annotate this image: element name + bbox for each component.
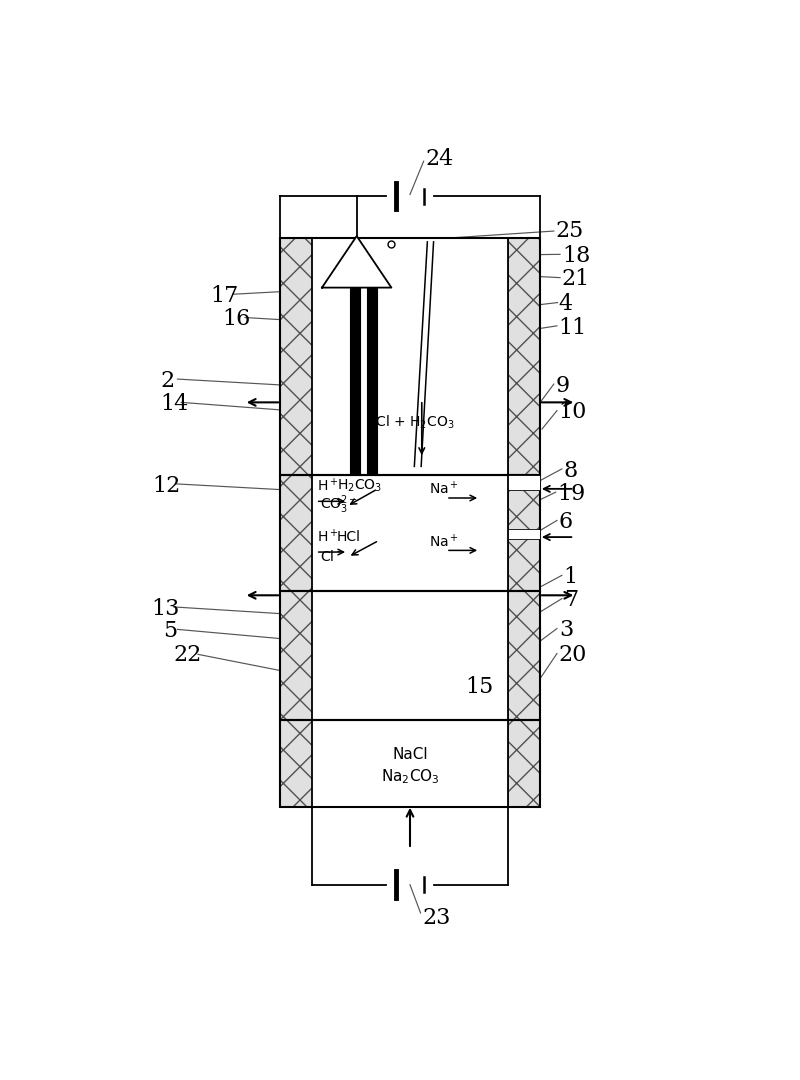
Text: Na$_2$CO$_3$: Na$_2$CO$_3$ (381, 767, 439, 786)
Bar (508, 720, 540, 808)
Text: H$_2$CO$_3$: H$_2$CO$_3$ (337, 477, 382, 494)
Bar (280, 720, 540, 808)
Bar (312, 475, 508, 591)
Bar (280, 720, 312, 808)
Text: 15: 15 (466, 676, 494, 698)
Bar (280, 591, 312, 720)
Text: 13: 13 (151, 597, 179, 620)
Text: 8: 8 (564, 460, 578, 482)
Text: 17: 17 (210, 285, 238, 307)
Text: 4: 4 (558, 294, 573, 315)
Bar (280, 591, 540, 720)
Text: 1: 1 (564, 566, 578, 588)
Bar (280, 475, 540, 591)
Text: CO$_3^{2-}$: CO$_3^{2-}$ (320, 494, 358, 516)
Text: 14: 14 (161, 393, 189, 415)
Text: HCl: HCl (337, 530, 361, 544)
Text: 22: 22 (173, 644, 202, 666)
Bar (508, 591, 540, 720)
Bar (280, 238, 312, 475)
Bar (508, 529, 540, 539)
Text: 16: 16 (222, 308, 251, 330)
Text: 18: 18 (562, 245, 590, 267)
Text: HCl + H$_2$CO$_3$: HCl + H$_2$CO$_3$ (365, 414, 455, 431)
Bar (312, 720, 508, 808)
Text: NaCl: NaCl (392, 747, 428, 762)
Text: 21: 21 (562, 268, 590, 291)
Bar (312, 591, 508, 720)
Text: H$^+$: H$^+$ (317, 528, 338, 545)
Text: H$^+$: H$^+$ (317, 477, 338, 495)
Text: Na$^+$: Na$^+$ (429, 481, 458, 498)
Text: 19: 19 (558, 483, 586, 504)
Text: 10: 10 (558, 402, 587, 423)
Bar (508, 475, 540, 591)
Text: 20: 20 (558, 644, 587, 666)
Bar (312, 238, 508, 475)
Text: 24: 24 (426, 148, 454, 170)
Bar (508, 238, 540, 475)
Bar (280, 238, 540, 475)
Text: 23: 23 (422, 907, 450, 929)
Text: 11: 11 (558, 316, 587, 338)
Text: Cl$^-$: Cl$^-$ (320, 549, 345, 564)
Text: 7: 7 (564, 590, 578, 611)
Bar (280, 475, 312, 591)
Text: 9: 9 (556, 375, 570, 396)
Text: 25: 25 (556, 220, 584, 242)
Polygon shape (322, 237, 391, 287)
Text: Na$^+$: Na$^+$ (429, 532, 458, 550)
Bar (508, 475, 540, 489)
Text: 3: 3 (558, 619, 573, 642)
Text: 2: 2 (161, 369, 175, 392)
Text: 6: 6 (558, 511, 573, 534)
Text: 12: 12 (153, 474, 181, 497)
Text: 5: 5 (163, 620, 178, 642)
